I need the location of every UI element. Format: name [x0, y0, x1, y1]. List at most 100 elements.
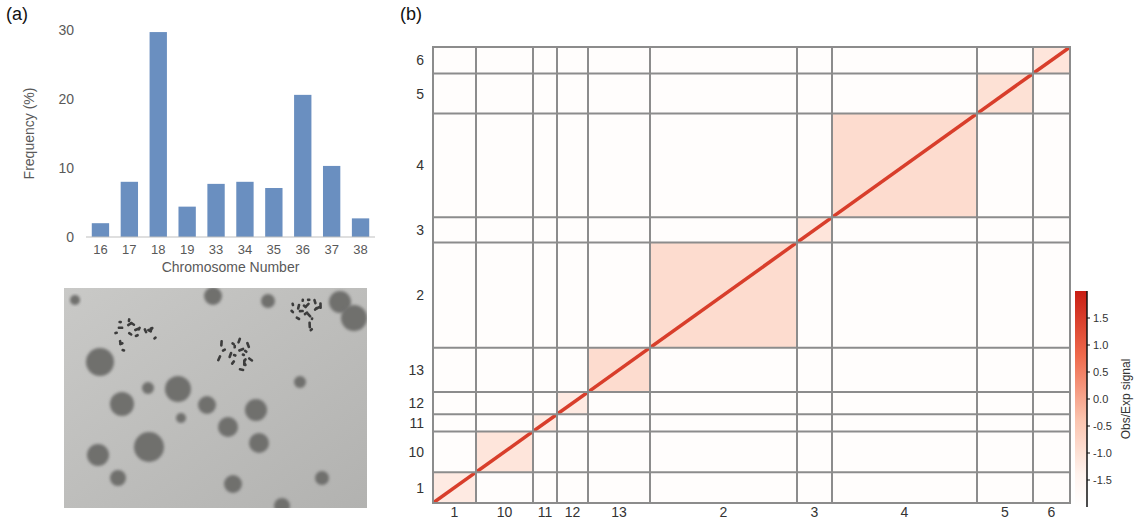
colorbar-tick	[1087, 345, 1090, 346]
tick	[83, 237, 86, 238]
block	[433, 472, 476, 503]
y-tick-label: 20	[58, 91, 74, 107]
chromosome	[231, 342, 236, 346]
chromosome	[290, 309, 295, 314]
chromosome	[217, 355, 222, 362]
cell-block	[650, 242, 797, 347]
cell-diagonal	[650, 242, 797, 347]
cell-between	[433, 47, 1070, 503]
frame	[433, 47, 1070, 503]
bar	[265, 188, 282, 237]
boundary-line	[433, 347, 1070, 349]
block	[476, 431, 533, 472]
nucleus	[165, 376, 191, 402]
chromosome	[134, 334, 139, 338]
block	[832, 114, 977, 218]
cell-block	[797, 217, 832, 242]
chromosome	[127, 331, 133, 336]
cell-block	[588, 348, 650, 392]
x-tick-label: 37	[324, 242, 338, 257]
y-tick-label: 0	[66, 229, 74, 245]
colorbar-tick-label: 0.5	[1093, 366, 1108, 378]
block	[588, 348, 650, 392]
chromosome	[137, 326, 141, 331]
chromosome	[246, 341, 251, 348]
cell-diagonal	[433, 472, 476, 503]
chromosome	[291, 302, 294, 306]
colorbar: 1.51.00.50.0-0.5-1.0-1.5Obs/Exp signal	[1075, 291, 1133, 507]
nucleus	[70, 295, 80, 305]
boundary-line	[433, 430, 1070, 432]
column-label: 1	[451, 504, 459, 520]
cell-diagonal	[832, 114, 977, 218]
chromosome	[228, 351, 233, 358]
row-label: 2	[416, 287, 424, 303]
boundary-line	[831, 47, 833, 503]
chromosome	[238, 368, 244, 372]
bar	[121, 182, 138, 237]
tick	[83, 168, 86, 169]
figure: (a)010203016171819333435363738Chromosome…	[0, 0, 1137, 522]
chromosome	[309, 327, 314, 331]
chromosome	[118, 326, 124, 329]
bars	[92, 32, 369, 237]
nucleus	[110, 470, 126, 486]
column-label: 13	[611, 504, 627, 520]
column-label: 11	[538, 504, 553, 520]
row-label: 4	[416, 157, 424, 173]
chromosome	[118, 321, 122, 324]
chromosome	[299, 310, 304, 313]
colorbar-ramp	[1075, 291, 1087, 507]
block	[797, 217, 832, 242]
bar	[150, 32, 167, 237]
colorbar-tick-label: -1.0	[1093, 447, 1112, 459]
chromosome	[310, 317, 313, 321]
colorbar-tick	[1087, 399, 1090, 400]
chromosome	[119, 342, 124, 346]
row-label: 1	[416, 480, 424, 496]
chromosome	[308, 321, 311, 328]
column-label: 3	[811, 504, 819, 520]
bar	[294, 95, 311, 237]
bar	[207, 184, 224, 237]
y-tick-label: 30	[58, 22, 74, 38]
x-tick-label: 33	[209, 242, 223, 257]
boundary-line	[433, 216, 1070, 218]
x-tick-label: 35	[267, 242, 281, 257]
micrograph	[64, 288, 367, 508]
chromosome	[232, 353, 237, 357]
nucleus	[198, 396, 216, 414]
chromosome	[121, 348, 126, 352]
boundary-line	[433, 241, 1070, 243]
x-tick-label: 16	[93, 242, 107, 257]
chromosome	[315, 305, 321, 310]
chromosome	[143, 328, 148, 334]
colorbar-tick	[1087, 372, 1090, 373]
photo-ground	[64, 288, 367, 508]
boundary-line	[433, 72, 1070, 74]
block	[650, 242, 797, 347]
nucleus	[341, 305, 367, 331]
colorbar-tick	[1087, 480, 1090, 481]
colorbar-title: Obs/Exp signal	[1119, 359, 1133, 440]
row-label: 3	[416, 222, 424, 238]
nucleus	[315, 471, 329, 485]
chromosome	[149, 326, 154, 330]
nucleus	[218, 417, 238, 437]
bar	[323, 166, 340, 237]
y-axis-line	[86, 30, 87, 237]
cell-diagonal	[533, 414, 557, 431]
chromosome	[153, 336, 158, 340]
cell-diagonal	[977, 73, 1033, 113]
bar	[352, 218, 369, 237]
chromosome	[221, 348, 226, 353]
cell-diagonal	[557, 392, 588, 414]
heatmap: 1110101111121213132233445566	[408, 47, 1070, 520]
boundary-line	[796, 47, 798, 503]
cell-block	[977, 73, 1033, 113]
chromosome	[127, 318, 130, 323]
boundary-line	[556, 47, 558, 503]
boundary-line	[475, 47, 477, 503]
y-tick-label: 10	[58, 160, 74, 176]
colorbar-tick	[1087, 426, 1090, 427]
